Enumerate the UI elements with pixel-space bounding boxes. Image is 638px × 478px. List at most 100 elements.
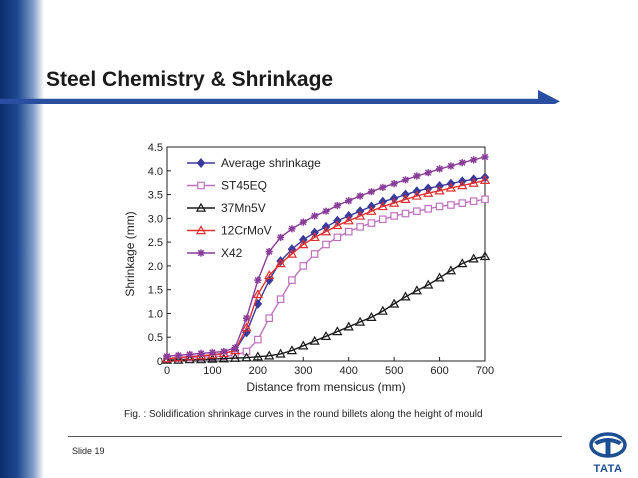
data-point — [389, 298, 400, 308]
legend-entry: 37Mn5V — [221, 201, 266, 215]
data-point — [332, 220, 343, 230]
data-point — [424, 169, 432, 177]
data-point — [275, 258, 286, 268]
data-point — [299, 262, 308, 270]
data-point — [468, 177, 479, 187]
x-tick-label: 500 — [385, 365, 403, 377]
data-point — [367, 219, 376, 227]
y-tick-label: 2.0 — [148, 261, 163, 273]
data-point — [379, 183, 387, 192]
data-point — [447, 162, 455, 170]
y-tick-label: 4.0 — [148, 166, 163, 178]
shrinkage-chart: 0 100 200 300 400 500 600 700 0 0.5 1.0 1.5 2.0 2.5 3.… — [123, 142, 494, 394]
y-tick-label: 3.0 — [148, 213, 163, 225]
data-point — [184, 354, 195, 364]
data-point — [479, 174, 491, 184]
data-point — [458, 199, 467, 207]
data-point — [309, 232, 320, 242]
data-point — [286, 345, 298, 355]
data-point — [309, 335, 320, 345]
legend-entry: Average shrinkage — [221, 156, 321, 170]
data-point — [435, 202, 444, 211]
data-point — [322, 240, 330, 249]
data-point — [345, 197, 353, 205]
y-tick-label: 0 — [157, 356, 163, 368]
series-line — [167, 255, 486, 361]
data-point — [252, 351, 263, 361]
data-point — [299, 218, 307, 226]
left-gradient-band — [0, 0, 44, 478]
data-point — [241, 352, 252, 362]
tata-logo-icon: TATA — [589, 432, 627, 474]
y-tick-label: 2.5 — [148, 237, 163, 249]
legend-marker — [195, 202, 207, 212]
data-point — [286, 248, 298, 258]
data-point — [378, 215, 387, 224]
x-axis-label: Distance from mensicus (mm) — [246, 380, 405, 394]
plot-frame — [166, 146, 486, 362]
data-point — [265, 248, 273, 256]
data-point — [343, 215, 354, 225]
data-point — [413, 172, 421, 180]
title-arrow-rule — [0, 90, 560, 104]
data-point — [173, 354, 184, 364]
data-point — [356, 192, 364, 200]
data-point — [468, 253, 479, 263]
data-point — [186, 350, 194, 358]
x-tick-label: 700 — [476, 365, 494, 377]
data-point — [320, 330, 332, 340]
legend-marker — [196, 158, 206, 168]
data-point — [264, 350, 275, 360]
data-point — [288, 276, 296, 284]
data-point — [447, 201, 455, 209]
y-tick-label: 4.5 — [148, 142, 163, 154]
y-tick-label: 1.5 — [148, 285, 163, 297]
legend-entry: 12CrMoV — [221, 224, 272, 238]
data-point — [469, 197, 478, 206]
data-point — [354, 316, 366, 326]
data-point — [457, 180, 468, 190]
y-tick-label: 3.5 — [148, 190, 163, 202]
data-point — [457, 258, 468, 268]
data-point — [242, 314, 251, 322]
data-point — [322, 207, 330, 215]
data-point — [276, 233, 285, 241]
data-point — [333, 233, 342, 242]
data-point — [390, 212, 398, 220]
x-tick-label: 100 — [203, 365, 221, 377]
data-point — [298, 340, 309, 350]
data-point — [311, 212, 319, 220]
data-point — [389, 197, 400, 207]
x-tick-label: 400 — [340, 365, 358, 377]
series-line — [166, 179, 486, 360]
x-tick-label: 300 — [294, 365, 312, 377]
data-point — [435, 165, 444, 173]
data-point — [423, 187, 434, 197]
data-point — [298, 239, 309, 249]
data-point — [434, 272, 445, 282]
data-point — [411, 190, 422, 200]
data-point — [163, 352, 171, 360]
figure-caption: Fig. : Solidification shrinkage curves i… — [124, 409, 483, 420]
data-point — [434, 185, 445, 195]
logo-wordmark: TATA — [594, 463, 623, 474]
data-point — [445, 182, 457, 192]
data-point — [197, 349, 205, 357]
slide-number: Slide 19 — [72, 446, 105, 456]
data-point — [252, 289, 263, 299]
data-point — [470, 156, 478, 164]
data-point — [231, 344, 239, 352]
legend-entry: X42 — [221, 246, 243, 260]
y-tick-label: 1.0 — [148, 308, 163, 320]
data-point — [230, 352, 241, 362]
data-point — [401, 176, 410, 184]
data-point — [254, 335, 262, 344]
data-point — [401, 209, 410, 218]
data-point — [413, 207, 421, 216]
data-point — [310, 250, 319, 258]
data-point — [332, 326, 343, 336]
data-point — [208, 348, 217, 357]
data-point — [343, 321, 354, 331]
data-point — [276, 295, 285, 303]
data-point — [377, 305, 388, 315]
